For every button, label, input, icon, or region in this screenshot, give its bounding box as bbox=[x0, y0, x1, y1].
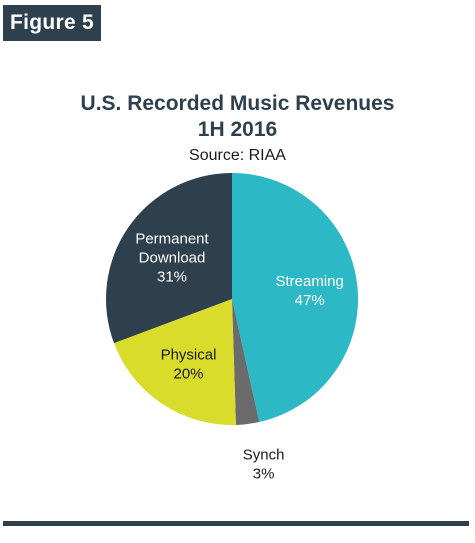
figure-label: Figure 5 bbox=[3, 5, 101, 41]
pie-slice-streaming bbox=[232, 173, 359, 423]
pie-slice-permanent-download bbox=[106, 173, 232, 344]
slice-label-permanent-download: Permanent Download 31% bbox=[135, 230, 209, 285]
slice-label-synch: Synch 3% bbox=[243, 447, 285, 483]
slice-label-streaming: Streaming 47% bbox=[276, 273, 344, 309]
pie-slice-physical bbox=[113, 299, 236, 426]
pie-labels: Streaming 47% Synch 3% Physical 20% Permanent D… bbox=[135, 230, 344, 482]
chart-title: U.S. Recorded Music Revenues bbox=[80, 92, 395, 115]
pie-slice-synch bbox=[232, 299, 260, 425]
slice-label-physical: Physical 20% bbox=[161, 346, 217, 382]
chart-source: Source: RIAA bbox=[189, 147, 286, 164]
bottom-rule bbox=[3, 521, 469, 526]
pie-slices bbox=[106, 173, 359, 426]
chart-subtitle: 1H 2016 bbox=[197, 118, 278, 141]
